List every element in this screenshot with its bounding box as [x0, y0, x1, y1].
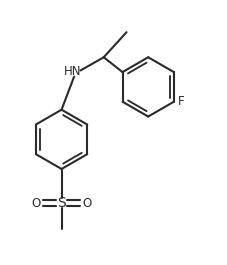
Text: F: F — [177, 95, 184, 108]
Text: O: O — [82, 197, 91, 210]
Text: HN: HN — [64, 65, 81, 78]
Text: S: S — [57, 196, 66, 210]
Text: O: O — [31, 197, 40, 210]
